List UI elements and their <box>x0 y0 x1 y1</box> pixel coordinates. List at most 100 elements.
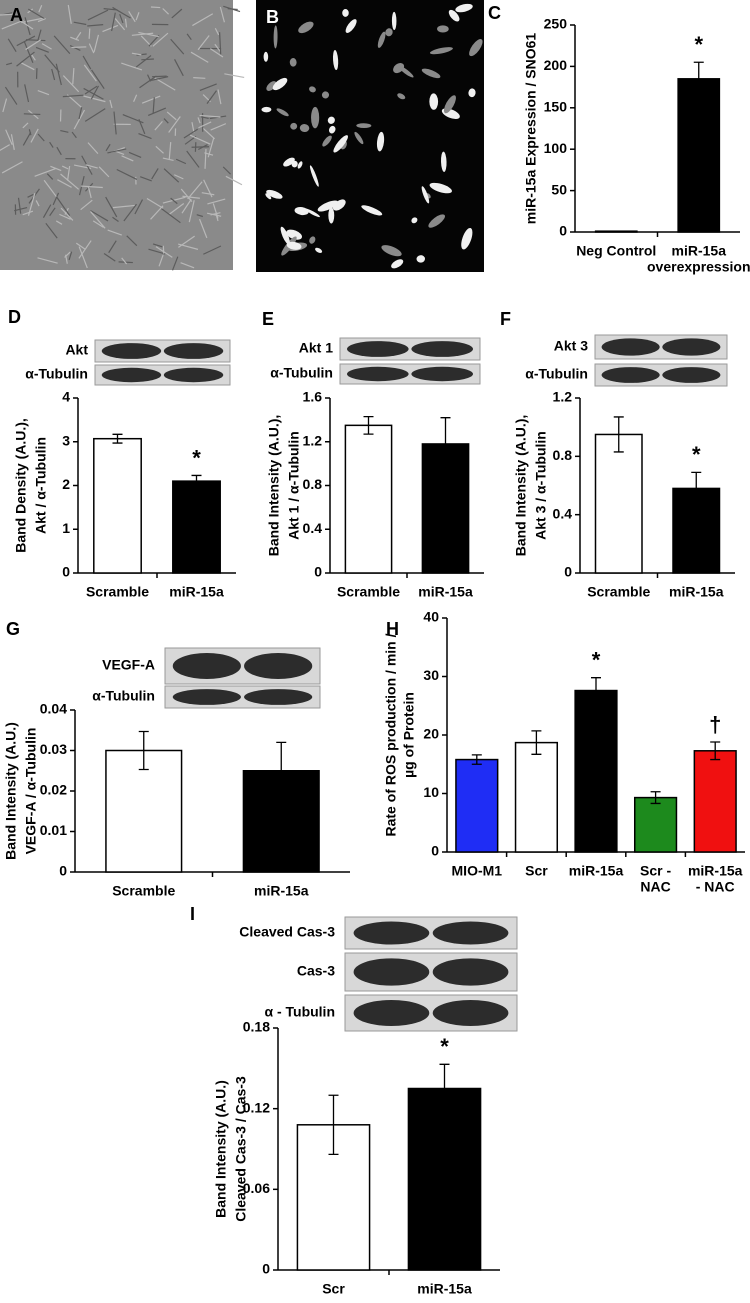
cell <box>170 197 178 205</box>
cell <box>280 226 290 245</box>
cell <box>6 62 13 66</box>
panel-label: B <box>266 7 279 27</box>
cell <box>263 51 269 62</box>
cell <box>393 62 405 74</box>
cell <box>75 31 82 41</box>
bar <box>594 433 643 574</box>
cell <box>198 121 212 129</box>
blot-label: Akt <box>65 342 88 358</box>
blot-label: α-Tubulin <box>270 365 333 381</box>
cell <box>20 62 35 71</box>
cell <box>305 208 320 218</box>
cell <box>60 173 80 190</box>
cell <box>108 240 117 254</box>
cell <box>148 34 160 47</box>
x-tick-label: miR-15a <box>569 863 624 879</box>
y-axis-label: Akt 1 / α-Tubulin <box>286 431 302 540</box>
blot-band <box>601 338 660 356</box>
cell <box>197 117 201 124</box>
cell <box>170 38 185 55</box>
cell <box>398 65 414 78</box>
cell <box>265 193 272 200</box>
cell <box>133 94 138 102</box>
cell <box>141 95 161 104</box>
cell <box>116 168 138 180</box>
cell <box>201 126 215 140</box>
bar <box>407 1087 482 1271</box>
y-tick-label: 4 <box>62 389 70 405</box>
cell <box>131 52 142 56</box>
cell <box>17 197 22 214</box>
cell <box>150 6 161 9</box>
cell <box>70 36 80 42</box>
cell <box>328 207 335 224</box>
cell <box>139 75 157 89</box>
error-bar <box>591 677 601 705</box>
cell <box>138 31 159 38</box>
cell <box>198 218 208 239</box>
cell <box>397 93 406 100</box>
cell <box>113 111 117 135</box>
cell <box>437 25 449 33</box>
y-axis-label: Band Intensity (A.U.), <box>266 415 282 557</box>
cell <box>207 198 226 205</box>
cell <box>126 235 138 247</box>
cell <box>92 220 104 228</box>
cell <box>22 132 32 146</box>
cell <box>181 198 192 214</box>
cell <box>85 164 98 169</box>
cell <box>193 76 206 79</box>
error-bar <box>363 415 374 435</box>
cell <box>421 68 441 79</box>
blot-band <box>101 343 162 359</box>
cell <box>30 54 36 61</box>
cell <box>5 129 13 145</box>
cell <box>416 255 426 263</box>
cell <box>131 32 154 36</box>
y-tick-label: 0 <box>314 564 322 580</box>
cell <box>30 128 39 143</box>
cell <box>52 192 60 206</box>
blot-band <box>432 1000 509 1026</box>
cell <box>66 94 82 108</box>
cell <box>37 29 42 42</box>
cell <box>151 168 159 180</box>
y-tick-label: 250 <box>544 16 568 32</box>
y-tick-label: 1.2 <box>553 389 573 405</box>
y-tick-label: 10 <box>423 784 439 800</box>
x-tick-label: miR-15a <box>254 883 309 899</box>
error-bar <box>471 754 482 765</box>
cell <box>25 39 42 51</box>
cell <box>273 25 278 49</box>
x-tick-label: Scramble <box>86 584 149 600</box>
cell <box>14 206 28 212</box>
x-tick-label: miR-15a <box>688 863 743 879</box>
cell <box>112 216 119 222</box>
cell <box>189 134 211 145</box>
y-tick-label: 40 <box>423 609 439 625</box>
x-tick-label: overexpression <box>647 259 750 275</box>
cell <box>468 88 476 98</box>
blot-band <box>347 366 409 382</box>
blot-band <box>601 367 660 383</box>
cell <box>105 196 118 218</box>
cell <box>23 41 34 63</box>
x-tick-label: Scramble <box>112 883 175 899</box>
x-tick-label: MIO-M1 <box>452 863 503 879</box>
y-tick-label: 0.4 <box>303 520 323 536</box>
cell <box>214 43 222 53</box>
cell <box>204 149 207 169</box>
cell <box>111 12 116 32</box>
cell <box>168 116 181 133</box>
cell <box>136 53 147 56</box>
cell <box>23 22 34 30</box>
cell <box>61 165 69 170</box>
cell <box>140 176 152 182</box>
cell <box>429 47 453 55</box>
y-tick-label: 0 <box>559 223 567 239</box>
y-axis-label: Band Density (A.U.), <box>13 418 29 553</box>
cell <box>10 134 15 150</box>
error-bar <box>440 417 451 471</box>
cell <box>212 203 219 219</box>
y-axis-label: Rate of ROS production / min / <box>383 633 399 836</box>
